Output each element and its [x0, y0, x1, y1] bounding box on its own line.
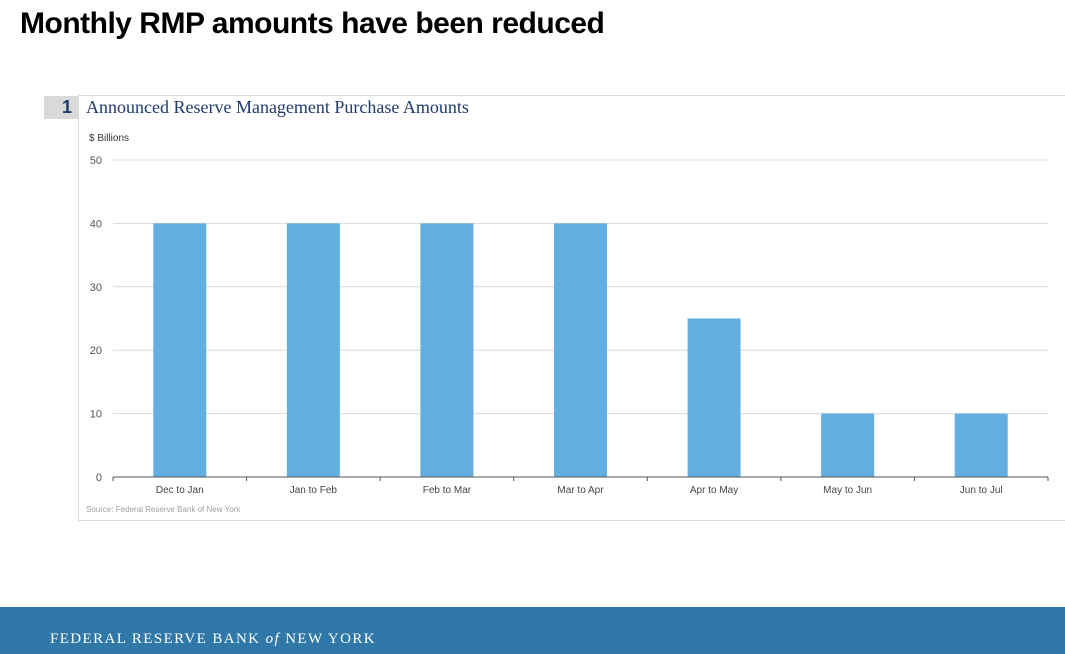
- x-tick-label: Apr to May: [690, 485, 738, 496]
- x-tick-label: Mar to Apr: [557, 485, 604, 496]
- x-tick-label: Feb to Mar: [423, 485, 472, 496]
- exhibit-number: 1: [44, 96, 78, 119]
- x-tick-label: Jun to Jul: [960, 485, 1003, 496]
- footer-brand-part2: NEW YORK: [285, 631, 376, 647]
- y-tick-label: 40: [90, 218, 102, 230]
- source-note: Source: Federal Reserve Bank of New York: [86, 505, 241, 514]
- x-axis: [112, 476, 1049, 481]
- bar: [554, 223, 607, 477]
- y-tick-label: 30: [90, 282, 102, 294]
- bar: [420, 223, 474, 477]
- footer-brand-part1: FEDERAL RESERVE BANK: [50, 631, 261, 647]
- footer-brand: FEDERAL RESERVE BANK of NEW YORK: [50, 630, 376, 648]
- x-tick-label: May to Jun: [823, 485, 872, 496]
- y-tick-label: 0: [96, 472, 102, 484]
- bar: [687, 318, 741, 477]
- x-tick-label: Dec to Jan: [156, 485, 204, 496]
- bar: [954, 413, 1008, 477]
- chart-title: Announced Reserve Management Purchase Am…: [86, 97, 469, 117]
- tick-labels: 0 10 20 30 40 50 Dec to Jan Jan to Feb Feb to Ma…: [90, 155, 1003, 496]
- bar: [821, 413, 875, 477]
- y-tick-label: 20: [90, 345, 102, 357]
- bars: [153, 223, 1008, 477]
- y-tick-label: 10: [90, 409, 102, 421]
- footer-brand-of: of: [265, 631, 281, 647]
- footer-band: [0, 607, 1065, 654]
- x-tick-label: Jan to Feb: [290, 485, 338, 496]
- exhibit-panel: [78, 95, 1065, 521]
- y-unit-label: $ Billions: [89, 133, 129, 144]
- slide-title: Monthly RMP amounts have been reduced: [20, 7, 605, 40]
- y-tick-label: 50: [90, 155, 102, 167]
- bar: [153, 223, 207, 477]
- bar: [286, 223, 340, 477]
